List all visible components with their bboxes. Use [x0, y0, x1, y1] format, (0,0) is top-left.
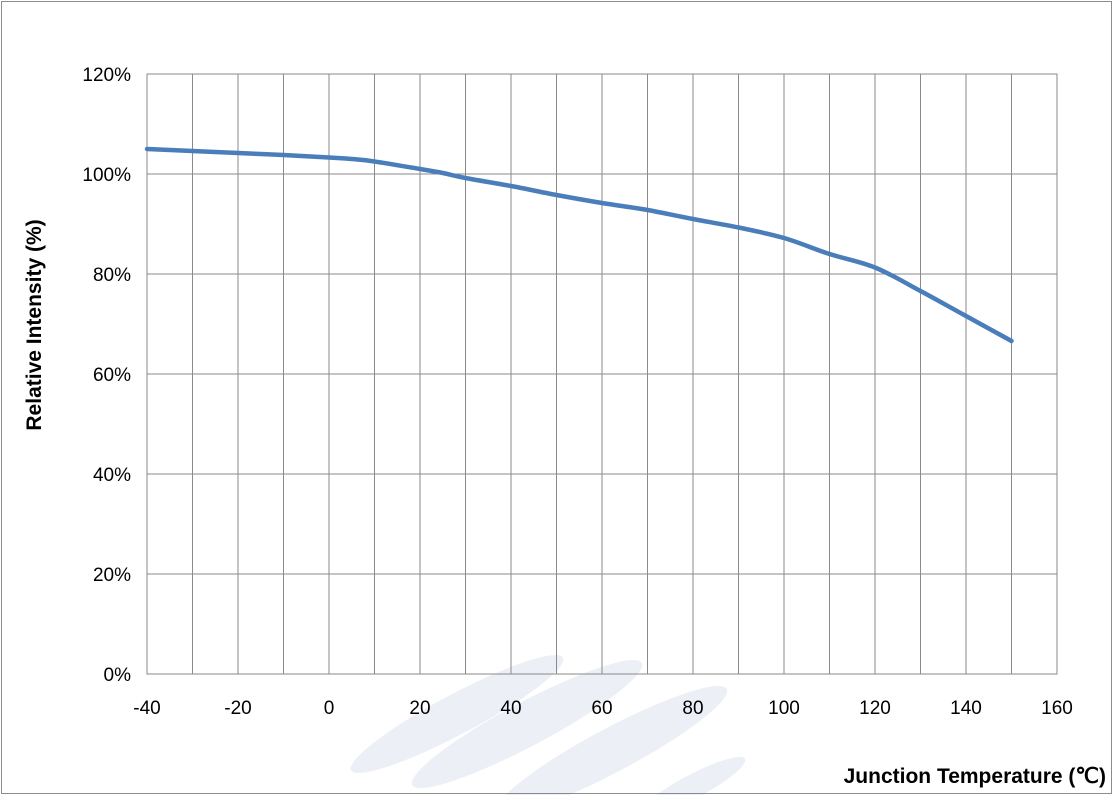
- y-tick-label: 120%: [82, 65, 131, 86]
- x-tick-label: 20: [409, 698, 430, 719]
- plot-border: [146, 73, 1058, 675]
- y-tick-label: 80%: [93, 265, 131, 286]
- x-tick-label: 160: [1041, 698, 1073, 719]
- x-tick-label: 140: [950, 698, 982, 719]
- y-axis-title: Relative Intensity (%): [23, 219, 46, 430]
- x-tick-label: 0: [324, 698, 335, 719]
- series-line: [144, 146, 1014, 344]
- x-tick-label: -20: [224, 698, 251, 719]
- y-tick-label: 60%: [93, 365, 131, 386]
- y-tick-label: 100%: [82, 165, 131, 186]
- x-tick-label: 80: [682, 698, 703, 719]
- x-tick-label: 100: [768, 698, 800, 719]
- plot-area: [146, 73, 1058, 675]
- x-tick-label: 60: [591, 698, 612, 719]
- x-tick-label: 40: [500, 698, 521, 719]
- watermark-logo: [350, 654, 746, 795]
- y-axis-ticks: 0% 20% 40% 60% 80% 100% 120%: [82, 65, 131, 686]
- y-tick-label: 20%: [93, 565, 131, 586]
- x-tick-label: -40: [133, 698, 160, 719]
- x-tick-label: 120: [859, 698, 891, 719]
- y-tick-label: 40%: [93, 465, 131, 486]
- series-group: [144, 146, 1014, 344]
- x-axis-title: Junction Temperature (℃): [844, 765, 1106, 788]
- gridlines: [146, 73, 1058, 675]
- y-tick-label: 0%: [104, 665, 132, 686]
- x-axis-ticks: -40 -20 0 20 40 60 80 100 120 140 160: [133, 698, 1073, 719]
